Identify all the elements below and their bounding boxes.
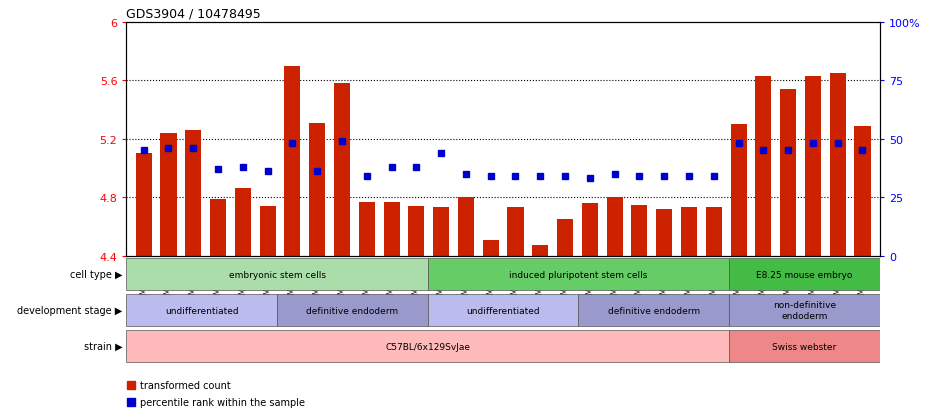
Bar: [755, 77, 771, 256]
Bar: [855, 126, 870, 256]
Bar: [729, 294, 880, 326]
Bar: [185, 131, 201, 256]
Text: percentile rank within the sample: percentile rank within the sample: [140, 397, 305, 407]
Bar: [656, 209, 672, 256]
Bar: [557, 220, 573, 256]
Bar: [507, 208, 523, 256]
Text: non-definitive
endoderm: non-definitive endoderm: [773, 301, 836, 320]
Text: transformed count: transformed count: [140, 380, 231, 391]
Bar: [309, 123, 326, 256]
Text: undifferentiated: undifferentiated: [466, 306, 540, 315]
Bar: [428, 294, 578, 326]
Text: definitive endoderm: definitive endoderm: [306, 306, 399, 315]
Bar: [210, 199, 227, 256]
Bar: [136, 154, 152, 256]
Text: E8.25 mouse embryo: E8.25 mouse embryo: [756, 270, 853, 279]
Text: GDS3904 / 10478495: GDS3904 / 10478495: [126, 7, 261, 20]
Bar: [259, 206, 276, 256]
Text: induced pluripotent stem cells: induced pluripotent stem cells: [509, 270, 648, 279]
Bar: [285, 66, 300, 256]
Bar: [780, 90, 797, 256]
Bar: [729, 330, 880, 362]
Bar: [433, 208, 449, 256]
Text: embryonic stem cells: embryonic stem cells: [228, 270, 326, 279]
Bar: [358, 202, 374, 256]
Bar: [706, 208, 722, 256]
Bar: [334, 84, 350, 256]
Bar: [126, 330, 729, 362]
Bar: [730, 125, 747, 256]
Bar: [829, 74, 846, 256]
Bar: [729, 259, 880, 290]
Bar: [160, 133, 177, 256]
Text: cell type ▶: cell type ▶: [70, 269, 123, 280]
Text: strain ▶: strain ▶: [84, 341, 123, 351]
Bar: [582, 204, 598, 256]
Bar: [533, 246, 548, 256]
Text: undifferentiated: undifferentiated: [165, 306, 239, 315]
Text: Swiss webster: Swiss webster: [772, 342, 837, 351]
Bar: [384, 202, 400, 256]
Bar: [680, 208, 697, 256]
Bar: [578, 294, 729, 326]
Bar: [632, 205, 648, 256]
Text: development stage ▶: development stage ▶: [18, 305, 123, 316]
Text: definitive endoderm: definitive endoderm: [607, 306, 700, 315]
Bar: [277, 294, 428, 326]
Bar: [483, 240, 499, 256]
Bar: [126, 259, 428, 290]
Bar: [428, 259, 729, 290]
Bar: [235, 189, 251, 256]
Bar: [408, 206, 424, 256]
Bar: [607, 198, 622, 256]
Bar: [126, 294, 277, 326]
Text: C57BL/6x129SvJae: C57BL/6x129SvJae: [386, 342, 470, 351]
Bar: [805, 77, 821, 256]
Bar: [458, 198, 474, 256]
